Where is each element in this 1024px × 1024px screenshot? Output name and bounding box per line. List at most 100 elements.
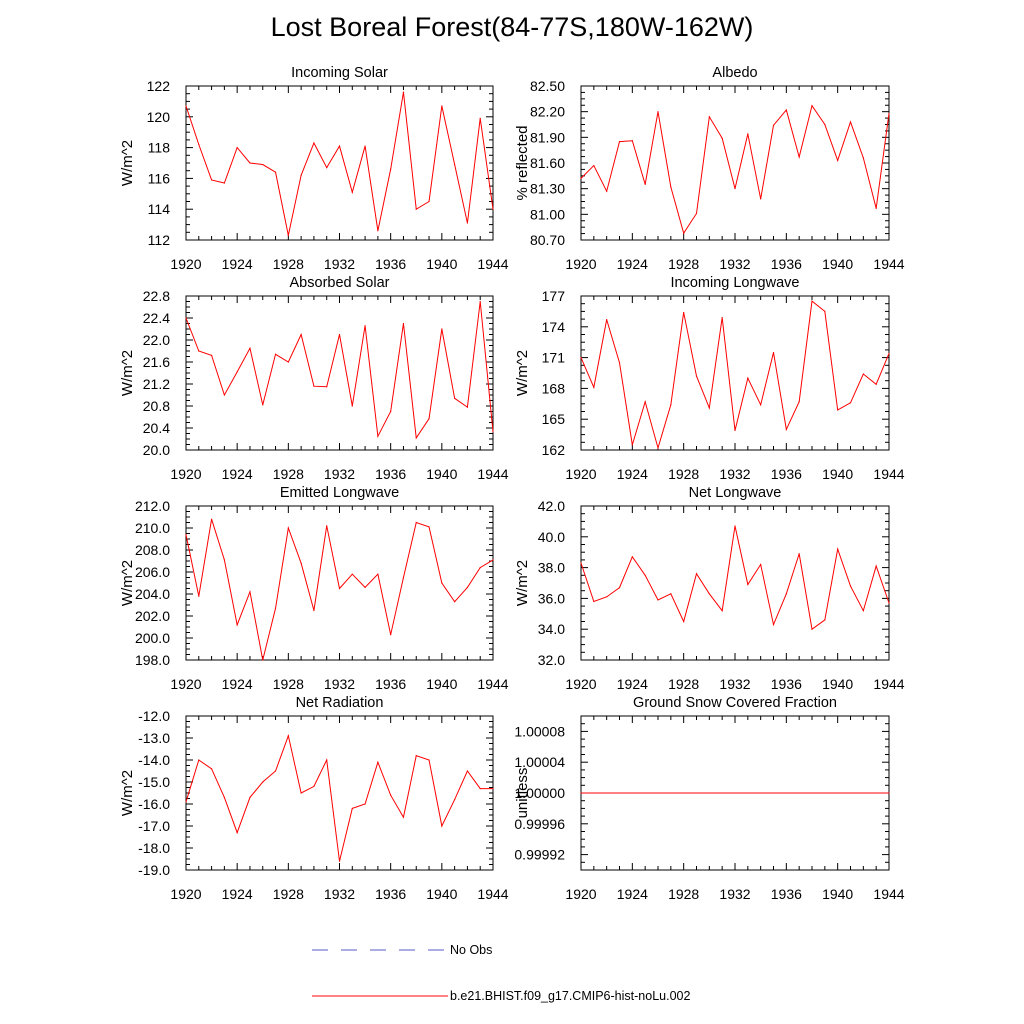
x-tick-label: 1920: [565, 676, 596, 692]
net-radiation-data-point: [287, 735, 289, 737]
emitted-longwave-data-point: [377, 573, 379, 575]
x-tick-label: 1932: [324, 256, 355, 272]
legend: No Obs b.e21.BHIST.f09_g17.CMIP6-hist-noL…: [312, 943, 690, 1003]
net-longwave-title: Net Longwave: [689, 485, 782, 501]
incoming-longwave-data-point: [618, 362, 621, 364]
x-tick-label: 1936: [771, 676, 802, 692]
net-radiation-title: Net Radiation: [296, 695, 384, 711]
y-tick-label: -13.0: [138, 730, 170, 746]
net-longwave-data-point: [670, 593, 672, 595]
x-tick-label: 1944: [477, 676, 508, 692]
x-tick-label: 1920: [565, 466, 596, 482]
absorbed-solar-data-point: [377, 435, 379, 437]
albedo-data-point: [695, 212, 698, 215]
albedo-data-point: [888, 112, 890, 114]
absorbed-solar-data-point: [185, 317, 187, 319]
y-tick-label: -18.0: [138, 840, 170, 856]
emitted-longwave-data-point: [249, 591, 251, 593]
incoming-longwave-data-point: [695, 375, 698, 377]
y-tick-label: 20.4: [143, 420, 170, 436]
net-radiation-data-point: [454, 799, 456, 801]
absorbed-solar-y-axis-label: W/m^2: [119, 350, 136, 396]
emitted-longwave-data-point: [390, 634, 392, 636]
x-tick-label: 1944: [873, 886, 904, 902]
albedo-data-point: [631, 140, 633, 142]
x-tick-label: 1932: [324, 886, 355, 902]
y-tick-label: 20.0: [143, 442, 170, 458]
x-tick-label: 1940: [426, 256, 457, 272]
y-tick-label: 21.2: [143, 376, 170, 392]
y-tick-label: 32.0: [538, 652, 565, 668]
net-longwave-data-point: [618, 587, 621, 589]
x-tick-label: 1944: [477, 886, 508, 902]
incoming-longwave-data-point: [721, 316, 723, 319]
x-tick-label: 1928: [668, 466, 699, 482]
incoming-longwave-data-point: [772, 351, 775, 354]
incoming-solar-data-point: [402, 91, 405, 93]
albedo-data-point: [772, 124, 775, 126]
absorbed-solar-data-point: [402, 322, 405, 325]
incoming-longwave-panel: Incoming Longwave W/m^2 1920 1924 1928 1932 19…: [514, 275, 905, 482]
net-longwave-data-point: [747, 583, 749, 586]
albedo-data-point: [862, 157, 864, 159]
absorbed-solar-panel: Absorbed Solar W/m^2 1920 1924 1928 1932 1936 1…: [119, 275, 509, 482]
incoming-longwave-title: Incoming Longwave: [671, 275, 800, 291]
incoming-longwave-data-point: [798, 401, 800, 403]
net-radiation-data-point: [364, 803, 366, 805]
absorbed-solar-title: Absorbed Solar: [290, 275, 390, 291]
incoming-longwave-data-point: [580, 357, 582, 359]
x-tick-label: 1944: [873, 256, 904, 272]
incoming-longwave-series-line: [580, 300, 890, 450]
net-longwave-data-point: [683, 620, 685, 623]
ground-snow-covered-fraction-panel: Ground Snow Covered Fraction unitless 1920…: [514, 695, 905, 902]
albedo-data-point: [811, 105, 813, 107]
x-tick-label: 1932: [719, 466, 750, 482]
absorbed-solar-data-point: [262, 404, 264, 406]
absorbed-solar-data-point: [441, 328, 443, 330]
incoming-solar-y-axis-label: W/m^2: [119, 140, 136, 186]
incoming-longwave-data-point: [593, 386, 595, 388]
albedo-data-point: [683, 232, 685, 234]
absorbed-solar-data-point: [198, 350, 200, 352]
x-tick-label: 1932: [324, 676, 355, 692]
emitted-longwave-y-axis-label: W/m^2: [119, 560, 136, 606]
incoming-solar-data-point: [326, 167, 328, 169]
albedo-y-axis-label: % reflected: [514, 125, 531, 200]
albedo-data-point: [670, 186, 672, 188]
ground-snow-covered-fraction-y-axis-label: unitless: [514, 768, 531, 819]
y-tick-label: 1.00004: [514, 754, 565, 770]
incoming-longwave-data-point: [683, 311, 685, 314]
y-tick-label: 1.00000: [514, 785, 565, 801]
y-tick-label: 1.00008: [514, 723, 565, 739]
net-radiation-data-point: [198, 759, 200, 761]
albedo-data-point: [875, 207, 877, 209]
x-tick-label: 1928: [668, 886, 699, 902]
incoming-solar-title: Incoming Solar: [291, 65, 388, 81]
y-tick-label: 212.0: [135, 498, 170, 514]
emitted-longwave-data-point: [185, 534, 187, 536]
y-tick-label: 81.30: [530, 181, 565, 197]
albedo-data-point: [785, 109, 787, 111]
y-tick-label: 208.0: [135, 542, 170, 558]
incoming-solar-data-point: [185, 105, 187, 107]
x-tick-label: 1940: [822, 676, 853, 692]
x-tick-label: 1928: [273, 886, 304, 902]
absorbed-solar-data-point: [492, 431, 494, 433]
net-radiation-data-point: [402, 816, 405, 818]
absorbed-solar-data-point: [313, 385, 315, 387]
emitted-longwave-data-point: [492, 559, 494, 561]
ground-snow-covered-fraction-data-point: [580, 792, 582, 794]
absorbed-solar-data-point: [338, 333, 341, 336]
absorbed-solar-data-point: [300, 333, 302, 336]
emitted-longwave-data-point: [479, 567, 481, 569]
incoming-solar-data-point: [236, 147, 238, 149]
net-longwave-data-point: [657, 599, 659, 601]
y-tick-label: 34.0: [538, 621, 565, 637]
y-tick-label: 204.0: [135, 586, 170, 602]
x-tick-label: 1928: [273, 256, 304, 272]
emitted-longwave-data-point: [210, 518, 213, 520]
net-radiation-data-point: [390, 794, 392, 796]
x-tick-label: 1944: [873, 466, 904, 482]
emitted-longwave-panel: Emitted Longwave W/m^2 1920 1924 1928 1932 193…: [119, 485, 509, 692]
